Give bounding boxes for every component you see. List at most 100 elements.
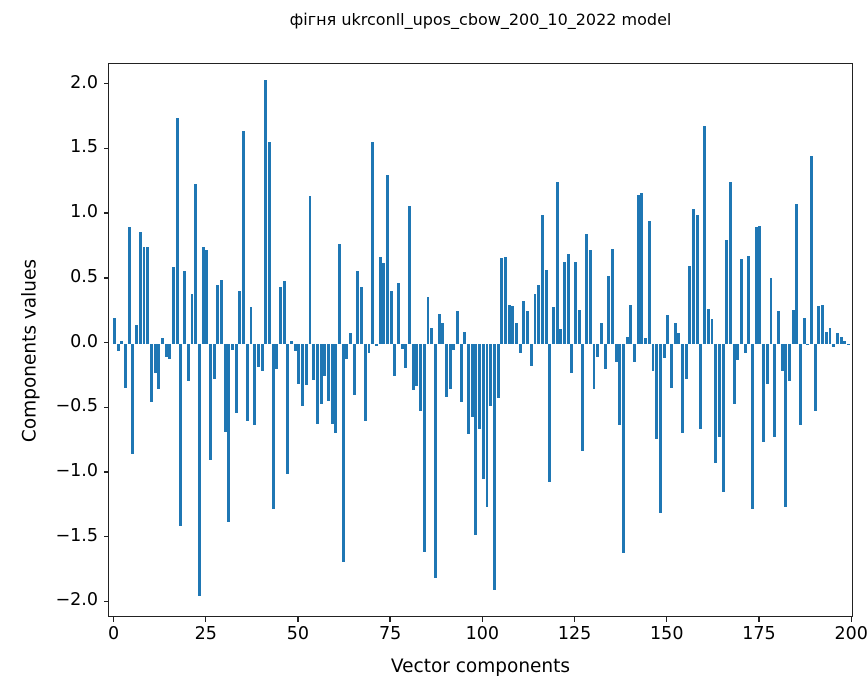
bar — [618, 343, 622, 426]
x-tick-mark — [205, 617, 207, 622]
bar — [186, 343, 190, 382]
bar — [131, 343, 135, 454]
bar — [172, 267, 175, 344]
bar — [249, 307, 253, 344]
bar — [673, 322, 677, 344]
y-tick-mark — [104, 471, 109, 473]
bar — [260, 343, 264, 371]
bar — [551, 307, 555, 344]
bar — [503, 256, 507, 344]
bar — [161, 338, 164, 344]
bar — [489, 343, 493, 406]
bar — [776, 311, 780, 344]
bar — [256, 343, 260, 367]
y-axis-label: Components values — [19, 258, 41, 443]
bar — [728, 181, 732, 344]
bar — [397, 282, 400, 344]
bar — [452, 343, 456, 351]
bar — [326, 343, 330, 401]
bar — [253, 343, 257, 426]
bar — [622, 343, 625, 554]
chart-title-line-2: ukrconll_upos_cbow_200_10_2022 model — [341, 10, 672, 29]
bar — [470, 343, 474, 418]
bar — [555, 181, 559, 344]
x-tick-label: 175 — [742, 624, 776, 644]
bar — [135, 325, 139, 344]
y-tick-label: 1.0 — [70, 202, 98, 223]
bar — [692, 208, 696, 344]
bar — [492, 343, 496, 590]
bar — [500, 258, 504, 344]
x-tick-mark — [573, 617, 576, 622]
bar — [168, 343, 172, 360]
bar — [507, 304, 511, 344]
bar — [647, 220, 651, 344]
bar — [201, 246, 205, 344]
bar — [238, 290, 242, 344]
y-tick-label: 0.5 — [70, 266, 98, 287]
bar — [651, 343, 655, 371]
bar — [721, 343, 725, 493]
bar — [592, 343, 596, 389]
bar — [312, 343, 316, 380]
bar — [374, 343, 378, 347]
plot-axes — [108, 63, 853, 617]
bar — [142, 246, 146, 344]
bar — [433, 343, 437, 578]
bar — [824, 331, 828, 344]
x-tick-label: 150 — [650, 624, 684, 644]
bar — [378, 256, 382, 344]
bar — [787, 343, 791, 382]
bar — [607, 276, 611, 344]
bar — [603, 343, 607, 370]
chart-title-line-1: фігня — [289, 10, 337, 29]
bar — [714, 343, 718, 463]
y-tick-mark — [104, 406, 109, 408]
bar — [658, 343, 662, 514]
bar — [821, 304, 825, 344]
bar — [540, 215, 544, 344]
bar — [245, 343, 249, 422]
bar — [444, 343, 448, 397]
bar — [467, 343, 471, 435]
y-tick-label: 0.0 — [70, 331, 98, 352]
bar — [743, 343, 747, 353]
bar — [356, 271, 360, 344]
x-axis-label: Vector components — [390, 656, 571, 677]
bar — [408, 206, 412, 344]
y-tick-label: −2.0 — [55, 590, 99, 611]
bar — [304, 343, 308, 385]
bar — [544, 269, 548, 344]
y-tick-mark — [104, 83, 109, 85]
x-tick-mark — [297, 617, 299, 622]
bar — [802, 317, 806, 344]
bar — [404, 343, 408, 369]
bar — [481, 343, 485, 480]
bar — [725, 240, 729, 344]
bar — [717, 343, 721, 437]
bar — [242, 131, 246, 344]
bar — [205, 250, 209, 344]
x-tick-mark — [389, 617, 391, 622]
x-tick-label: 25 — [194, 624, 217, 644]
bar — [636, 194, 640, 344]
bar — [127, 227, 131, 344]
bar — [138, 232, 142, 344]
bar — [382, 263, 386, 344]
bar — [784, 343, 788, 507]
bar — [385, 175, 389, 344]
x-tick-label: 0 — [107, 624, 120, 644]
y-tick-mark — [104, 536, 109, 538]
bars-container — [109, 64, 852, 616]
bar — [334, 343, 338, 433]
bar — [710, 318, 714, 344]
bar — [212, 343, 216, 379]
bar — [234, 343, 238, 414]
bar — [120, 341, 124, 344]
bar — [699, 343, 703, 429]
bar — [308, 196, 312, 344]
bar — [411, 343, 415, 391]
bar — [644, 338, 648, 344]
bar — [290, 341, 294, 344]
